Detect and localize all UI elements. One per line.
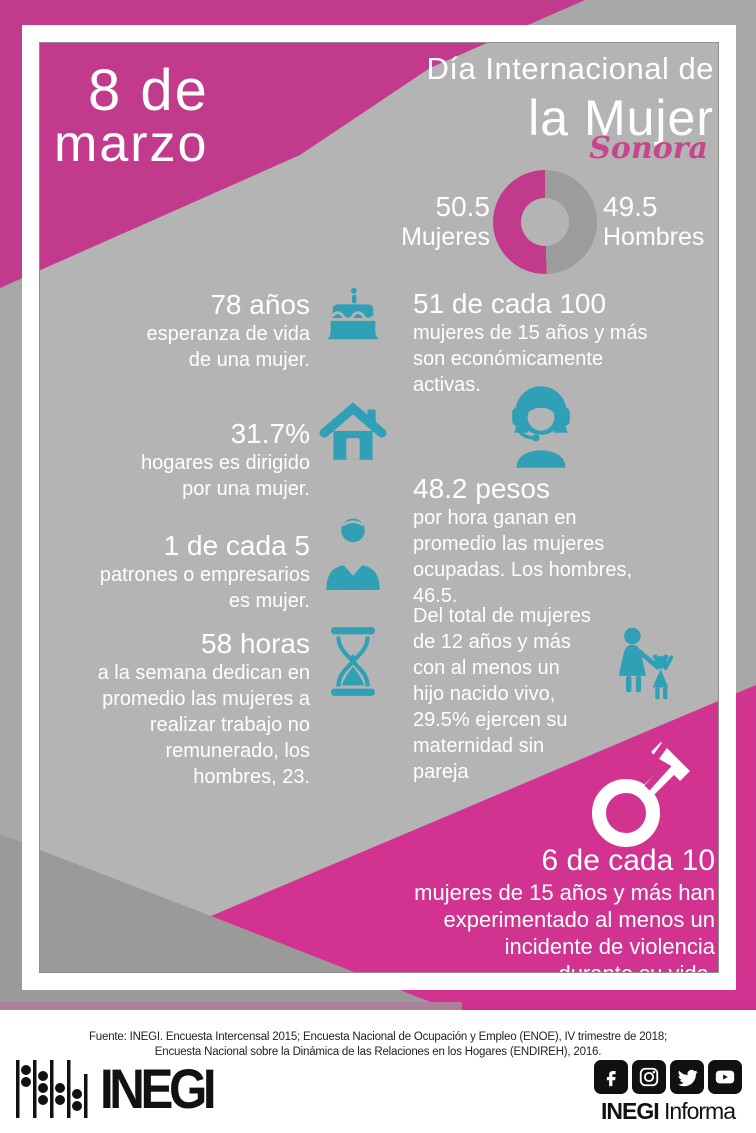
- stat-female-headed-households: 31.7% hogares es dirigido por una mujer.: [141, 418, 310, 502]
- hourglass-icon: [331, 627, 375, 696]
- poster-background: 8 de marzo Día Internacional de la Mujer…: [0, 0, 756, 1010]
- stat-value: 1 de cada 5: [163, 530, 310, 561]
- page-title: Día Internacional de la Mujer Sonora: [427, 51, 714, 166]
- stat-text: mujeres de 15 años y más son económicame…: [413, 322, 648, 397]
- stat-violence: 6 de cada 10 mujeres de 15 años y más ha…: [414, 843, 715, 972]
- stat-unpaid-work-hours: 58 horas a la semana dedican en promedio…: [98, 628, 310, 790]
- stat-value: 48.2 pesos: [413, 473, 550, 504]
- inegi-abacus-icon: [16, 1059, 88, 1118]
- businesswoman-icon: [326, 518, 380, 590]
- men-label: Hombres: [603, 223, 705, 252]
- stat-value: 31.7%: [230, 418, 310, 449]
- white-frame: [22, 25, 736, 990]
- stat-text: Del total de mujeres de 12 años y más co…: [413, 605, 591, 783]
- informa-regular: Informa: [658, 1098, 736, 1124]
- stat-text: patrones o empresarios es mujer.: [99, 564, 310, 613]
- men-percent: 49.5: [603, 191, 658, 222]
- women-label: Mujeres: [401, 223, 490, 252]
- cake-icon: [326, 287, 380, 340]
- date-line2: marzo: [54, 115, 209, 174]
- inegi-informa-label: INEGI Informa: [594, 1098, 742, 1125]
- footer: Fuente: INEGI. Encuesta Intercensal 2015…: [0, 1010, 756, 1133]
- social-block: INEGI Informa: [594, 1060, 742, 1125]
- bottom-strip-left: [0, 1002, 462, 1010]
- house-icon: [319, 402, 387, 460]
- date-heading: 8 de marzo: [54, 61, 209, 171]
- stat-value: 58 horas: [201, 628, 310, 659]
- stat-single-motherhood: Del total de mujeres de 12 años y más co…: [413, 603, 591, 785]
- bottom-strip-right: [462, 1002, 756, 1010]
- informa-bold: INEGI: [601, 1098, 660, 1124]
- donut-label-women: 50.5 Mujeres: [401, 191, 490, 252]
- inegi-wordmark: INEGI: [100, 1057, 217, 1120]
- date-line1: 8 de: [88, 58, 209, 123]
- inegi-logo: INEGI: [16, 1056, 227, 1121]
- stat-value: 6 de cada 10: [541, 844, 715, 877]
- donut-label-men: 49.5 Hombres: [603, 191, 704, 252]
- content-area: 8 de marzo Día Internacional de la Mujer…: [39, 42, 719, 973]
- title-line1: Día Internacional de: [426, 51, 714, 86]
- facebook-icon: [594, 1060, 628, 1094]
- stat-value: 51 de cada 100: [413, 288, 607, 319]
- broken-female-symbol-icon: [592, 736, 690, 847]
- stat-economically-active: 51 de cada 100 mujeres de 15 años y más …: [413, 288, 648, 398]
- mother-child-icon: [618, 627, 674, 700]
- title-line2: la Mujer: [528, 90, 714, 146]
- headset-woman-icon: [512, 386, 570, 468]
- stat-text: por hora ganan en promedio las mujeres o…: [413, 507, 633, 608]
- source-note: Fuente: INEGI. Encuesta Intercensal 2015…: [0, 1030, 756, 1060]
- region-label: Sonora: [589, 131, 708, 166]
- stat-life-expectancy: 78 años esperanza de vida de una mujer.: [147, 289, 310, 373]
- source-line1: Fuente: INEGI. Encuesta Intercensal 2015…: [88, 1031, 668, 1043]
- stat-hourly-wage: 48.2 pesos por hora ganan en promedio la…: [413, 473, 632, 609]
- youtube-icon: [708, 1060, 742, 1094]
- instagram-icon: [632, 1060, 666, 1094]
- women-percent: 50.5: [435, 191, 491, 222]
- population-donut: [493, 170, 597, 274]
- stat-text: a la semana dedican en promedio las muje…: [97, 662, 310, 789]
- twitter-icon: [670, 1060, 704, 1094]
- donut-hole: [521, 198, 569, 246]
- stat-value: 78 años: [210, 289, 310, 320]
- stat-text: esperanza de vida de una mujer.: [146, 323, 310, 372]
- social-icons: [594, 1060, 742, 1094]
- stat-women-employers: 1 de cada 5 patrones o empresarios es mu…: [100, 530, 310, 614]
- source-line2: Encuesta Nacional sobre la Dinámica de l…: [154, 1046, 602, 1058]
- stat-text: hogares es dirigido por una mujer.: [141, 452, 310, 501]
- stat-text: mujeres de 15 años y más han experimenta…: [414, 880, 715, 972]
